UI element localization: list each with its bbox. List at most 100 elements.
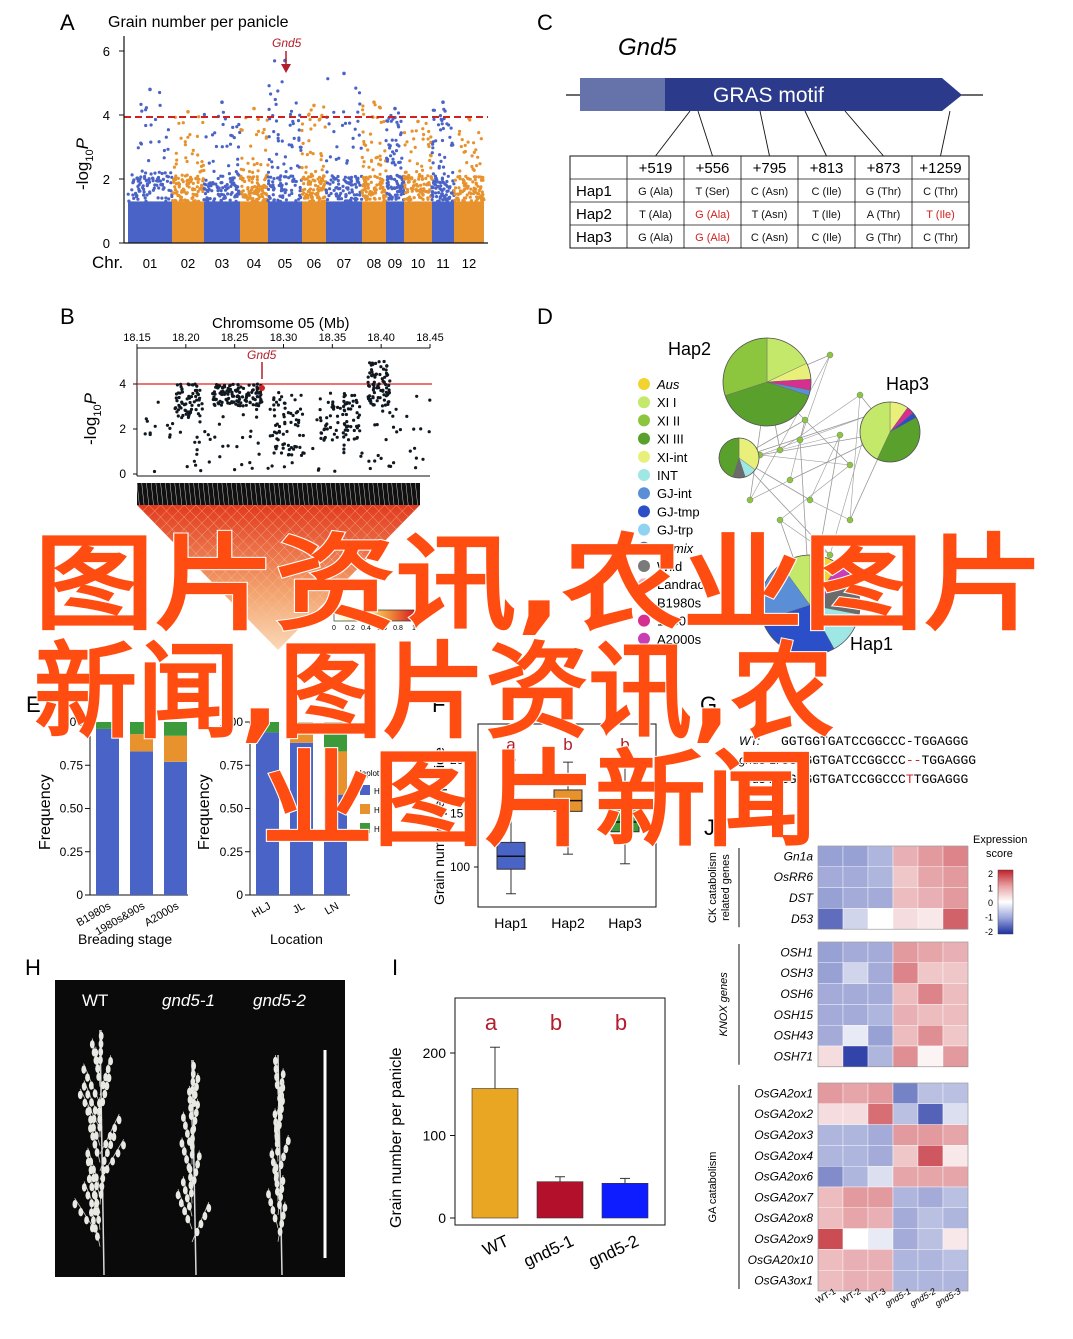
hap2-pie	[722, 337, 812, 427]
b-snp-point	[168, 435, 172, 439]
snp-point	[386, 175, 390, 179]
grain	[102, 1089, 108, 1099]
grain	[89, 1040, 95, 1049]
grain	[191, 1061, 197, 1071]
heat-cell	[942, 1207, 969, 1229]
snp-point	[144, 199, 148, 203]
snp-point	[234, 185, 238, 189]
snp-point	[476, 155, 480, 159]
snp-point	[335, 145, 339, 149]
grain	[272, 1214, 278, 1223]
snp-point	[436, 123, 441, 127]
snp-point	[468, 191, 472, 195]
snp-point	[360, 197, 364, 201]
heat-cell	[817, 1145, 844, 1167]
b-snp-point	[241, 386, 246, 390]
snp-point	[127, 199, 131, 203]
sequence-part-a: GGTGGTGATCCGGCCC	[781, 772, 906, 787]
heat-cell	[817, 1082, 844, 1104]
network-edge	[738, 457, 831, 556]
b-snp-point	[360, 451, 364, 455]
b-snp-point	[357, 413, 361, 417]
grain	[189, 1150, 195, 1159]
b-snp-point	[386, 402, 390, 406]
snp-point	[302, 191, 306, 195]
b-snp-point	[156, 400, 160, 404]
heat-cell	[817, 1165, 844, 1188]
legend-swatch	[638, 432, 650, 445]
pie-outline	[759, 554, 861, 656]
snp-point	[434, 186, 438, 190]
snp-point	[419, 190, 423, 194]
snp-point	[147, 177, 151, 181]
table-header: +795	[753, 160, 787, 177]
ld-connector	[245, 482, 249, 506]
grain	[85, 1149, 91, 1158]
snp-point	[227, 164, 231, 168]
b-snp-point	[249, 429, 253, 433]
snp-point	[211, 159, 215, 163]
ld-connector	[174, 482, 178, 506]
panel-f-x-title: Location	[270, 931, 323, 947]
b-snp-point	[280, 395, 284, 399]
snp-point	[269, 175, 273, 179]
panel-a-y-label: -log10P	[73, 137, 96, 190]
snp-point	[270, 160, 274, 164]
snp-point	[330, 174, 334, 178]
b-snp-point	[226, 444, 230, 448]
snp-point	[156, 196, 160, 200]
group-label: CK catabolism	[707, 852, 719, 923]
snp-point	[309, 108, 313, 112]
snp-point	[447, 186, 452, 190]
ld-connector	[136, 482, 140, 506]
grain	[268, 1198, 274, 1207]
heat-cell	[942, 1082, 969, 1104]
ld-connector	[320, 482, 324, 506]
b-snp-point	[342, 443, 346, 447]
table-cell: G (Ala)	[638, 186, 673, 198]
snp-point	[458, 129, 462, 133]
ld-connector	[400, 482, 404, 506]
b-snp-point	[272, 396, 276, 400]
b-snp-point	[221, 415, 225, 419]
snp-point	[243, 195, 247, 199]
ld-grid-line	[166, 504, 197, 536]
b-y-tick-label: 0	[119, 467, 126, 481]
panel-f-y-ticks: 00.250.500.751.00	[220, 715, 250, 902]
snp-point	[431, 190, 435, 194]
b-snp-point	[241, 404, 245, 408]
ld-grid-line	[219, 504, 303, 591]
watermark-overlay: 图片资讯,农业图片 新闻,图片资讯,农 业图片新闻	[33, 522, 1045, 862]
f-x-tick-label: LN	[323, 900, 341, 917]
b-x-tick-label: 18.30	[270, 332, 298, 344]
snp-point	[250, 199, 254, 203]
snp-point	[147, 159, 151, 163]
b-snp-point	[350, 404, 355, 408]
snp-point	[343, 175, 347, 179]
snp-point	[311, 178, 315, 182]
b-snp-point	[244, 403, 248, 407]
b-snp-point	[218, 384, 222, 388]
b-snp-point	[389, 464, 393, 468]
snp-point	[240, 176, 244, 181]
peak-point	[148, 87, 152, 92]
b-snp-point	[326, 400, 330, 404]
snp-point	[236, 163, 240, 167]
b-snp-point	[323, 435, 327, 440]
heat-cell	[917, 983, 944, 1005]
b-snp-point	[336, 405, 340, 409]
b-snp-point	[378, 396, 382, 400]
network-edge	[779, 464, 851, 521]
b-snp-point	[395, 430, 399, 434]
snp-point	[368, 197, 372, 201]
snp-point	[219, 198, 223, 202]
grain	[94, 1056, 100, 1066]
snp-point	[290, 191, 294, 196]
b-snp-point	[247, 393, 251, 397]
b-snp-point	[371, 382, 375, 387]
heat-row-label: OSH71	[774, 1049, 813, 1063]
snp-point	[301, 141, 305, 145]
snp-point	[424, 121, 428, 125]
sequence-label: gnd5-1:	[739, 753, 780, 767]
